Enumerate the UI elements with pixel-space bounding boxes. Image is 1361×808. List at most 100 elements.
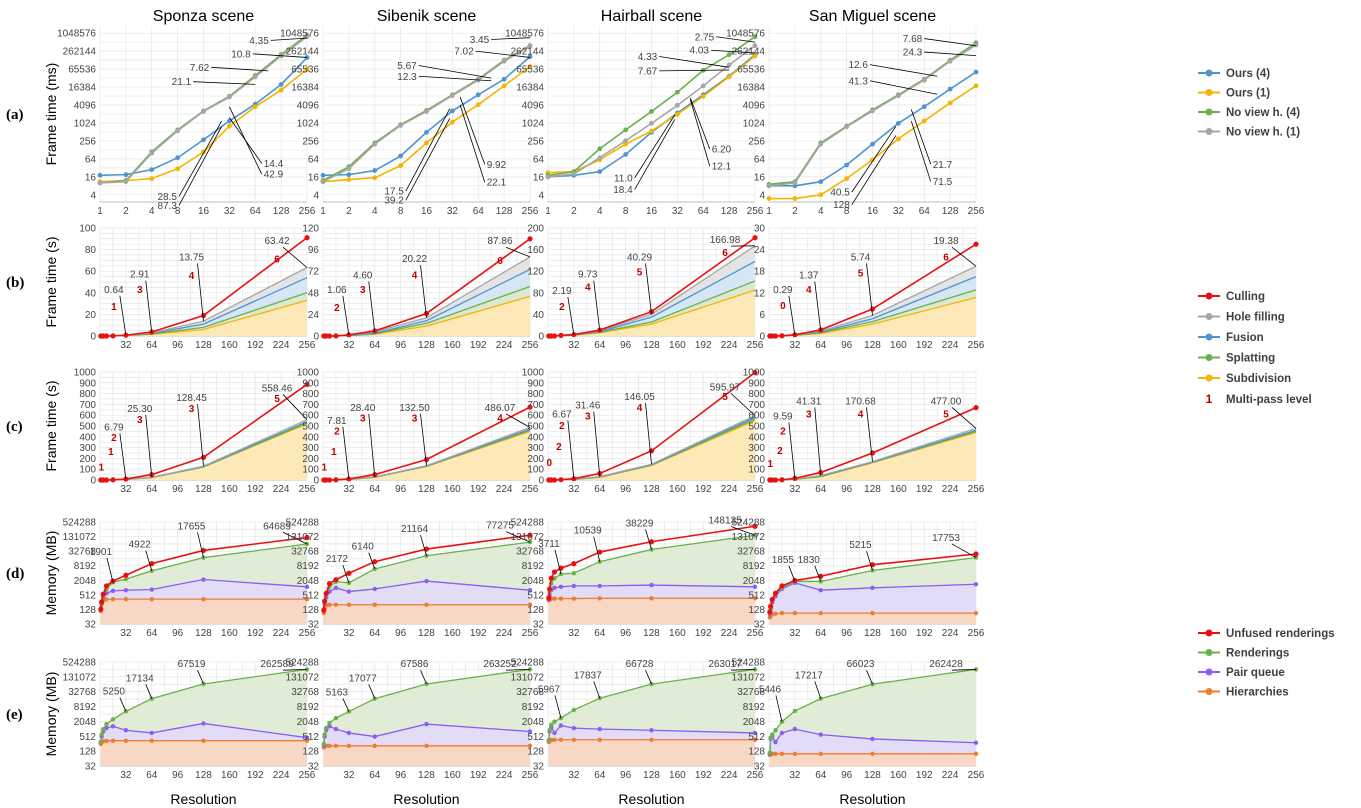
x-tick-label: 224: [273, 340, 290, 351]
x-tick-label: 4: [818, 206, 824, 217]
x-tick-label: 96: [172, 628, 184, 639]
leader-line: [505, 531, 531, 543]
data-point: [597, 737, 602, 742]
x-tick-label: 256: [747, 770, 764, 781]
data-point: [98, 606, 104, 612]
row-label: (c): [6, 419, 23, 435]
y-tick-label: 72: [308, 267, 320, 278]
multipass-level: 3: [137, 285, 143, 296]
panel-d-2: 32 128 512 2048 8192 32768 131072 524288 32 64 96 1…: [511, 515, 764, 639]
x-tick-label: 128: [195, 770, 212, 781]
data-point: [792, 751, 798, 756]
data-point: [110, 596, 116, 602]
data-point: [649, 120, 654, 126]
data-point: [558, 723, 564, 728]
x-tick-label: 224: [721, 770, 738, 781]
series-area: [548, 420, 755, 480]
legend-multipass-glyph: 1: [1206, 392, 1213, 406]
data-point: [752, 523, 758, 529]
x-tick-label: 64: [146, 340, 158, 351]
leader-line: [910, 109, 932, 165]
data-point: [304, 235, 310, 241]
leader-line: [197, 404, 204, 467]
legend-label: Renderings: [1226, 648, 1289, 660]
data-point: [99, 732, 104, 737]
y-tick-label: 512: [79, 732, 96, 743]
y-tick-label: 512: [302, 732, 319, 743]
panel-d-1: 32 128 512 2048 8192 32768 131072 524288 32 64 96 1…: [286, 518, 539, 640]
annotation-label: 4922: [129, 540, 152, 551]
leader-line: [567, 420, 575, 480]
data-point: [304, 584, 310, 590]
data-point: [547, 728, 552, 733]
annotation-label: 17753: [932, 533, 960, 544]
annotation-label: 67519: [178, 659, 206, 670]
data-point: [326, 333, 333, 339]
annotation-label: 17077: [349, 673, 377, 684]
data-point: [322, 598, 328, 604]
y-tick-label: 4096: [743, 101, 766, 112]
y-tick-label: 1048576: [726, 29, 765, 40]
data-point: [623, 141, 629, 147]
data-point: [320, 179, 326, 185]
x-tick-label: 64: [815, 628, 827, 639]
leader-line: [645, 263, 652, 315]
y-tick-label: 30: [754, 224, 766, 235]
y-tick-label: 800: [748, 389, 765, 400]
leader-line: [788, 565, 796, 582]
multipass-level: 2: [777, 446, 783, 457]
legend-swatch-marker: [1205, 354, 1213, 361]
x-tick-label: 16: [421, 206, 433, 217]
y-tick-label: 1048576: [57, 29, 96, 40]
y-tick-label: 120: [527, 267, 544, 278]
x-tick-label: 32: [568, 340, 580, 351]
y-tick-label: 512: [748, 590, 765, 601]
multipass-level: 6: [943, 252, 949, 263]
data-point: [110, 333, 116, 339]
leader-line: [145, 414, 153, 478]
annotation-label: 66023: [847, 659, 875, 670]
data-point: [372, 175, 378, 181]
y-tick-label: 32768: [68, 687, 96, 698]
multipass-level: 3: [806, 409, 812, 420]
annotation-label: 262428: [929, 659, 963, 670]
y-tick-label: 0: [313, 476, 319, 487]
y-tick-label: 80: [85, 245, 97, 256]
data-point: [304, 534, 310, 541]
x-tick-label: 32: [789, 628, 801, 639]
data-point: [571, 561, 577, 567]
y-tick-label: 18: [754, 267, 766, 278]
data-point: [792, 196, 798, 201]
x-tick-label: 32: [672, 206, 684, 217]
annotation-label: 40.5: [830, 188, 850, 199]
data-point: [752, 369, 758, 376]
x-tick-label: 64: [146, 628, 158, 639]
leader-line: [866, 263, 873, 316]
y-tick-label: 512: [79, 590, 96, 601]
series-area: [769, 297, 976, 336]
y-tick-label: 128: [302, 747, 319, 758]
annotation-label: 3.45: [470, 35, 490, 46]
leader-line: [342, 295, 350, 336]
multipass-level: 5: [943, 409, 949, 420]
data-point: [770, 732, 775, 737]
leader-line: [420, 413, 427, 466]
panel-e-1: 32 128 512 2048 8192 32768 131072 524288 32 64 96 1…: [286, 658, 539, 782]
annotation-label: 5250: [103, 687, 126, 698]
multipass-level: 0: [780, 301, 786, 312]
data-point: [527, 602, 533, 607]
data-point: [726, 74, 732, 80]
x-tick-label: 8: [623, 206, 629, 217]
y-tick-label: 32768: [516, 687, 544, 698]
y-tick-label: 500: [79, 422, 96, 433]
leader-line: [593, 681, 601, 699]
leader-line: [418, 65, 492, 79]
data-point: [767, 750, 773, 755]
x-tick-label: 64: [594, 484, 606, 495]
x-tick-label: 256: [522, 628, 539, 639]
y-tick-label: 200: [527, 454, 544, 465]
y-tick-label: 128: [748, 605, 765, 616]
leader-line: [814, 281, 822, 332]
annotation-label: 9.73: [578, 270, 598, 281]
data-point: [110, 588, 116, 594]
